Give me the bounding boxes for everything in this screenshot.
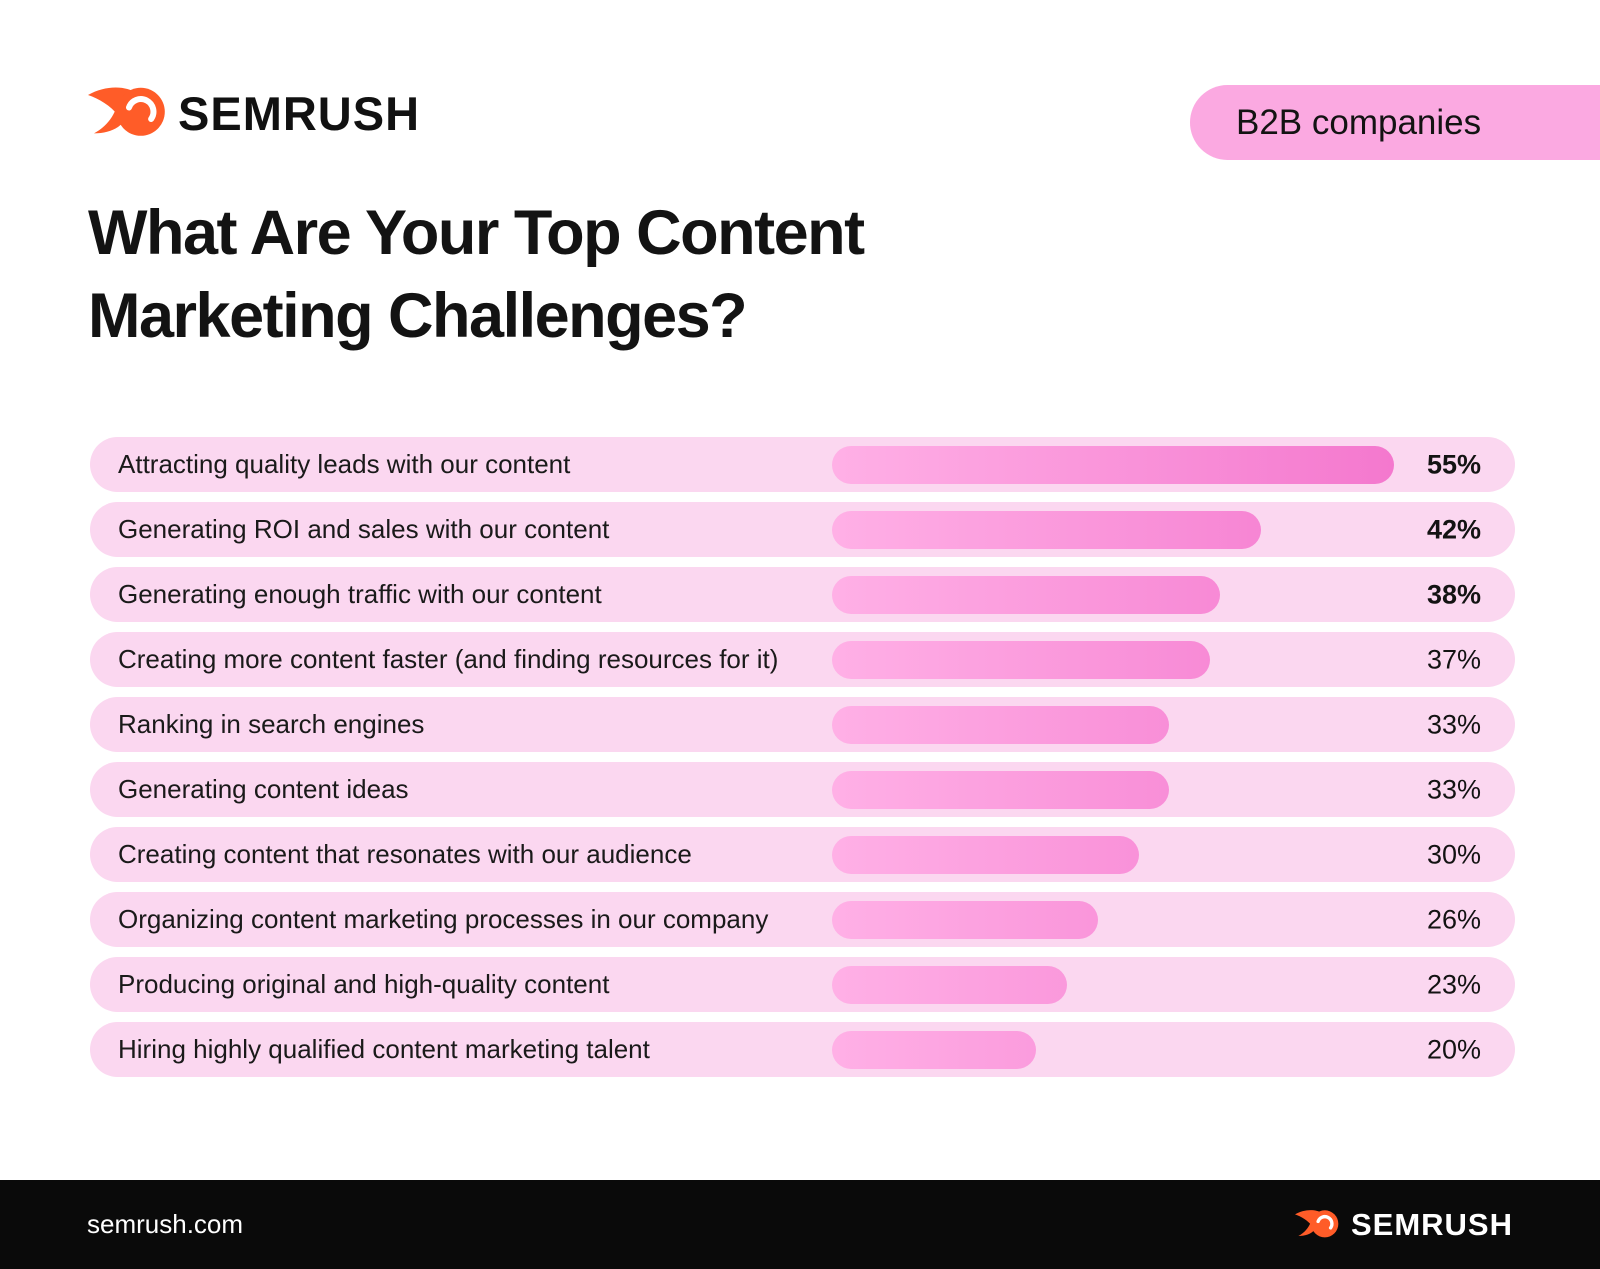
bar-gradient [832,510,1262,549]
footer-semrush-wordmark: SEMRUSH [1350,1207,1513,1242]
footer: semrush.com SEMRUSH [0,1180,1600,1269]
bar-gradient [832,445,1394,484]
bar-gradient [832,835,1139,874]
challenge-label: Attracting quality leads with our conten… [118,449,571,479]
chart-row: Hiring highly qualified content marketin… [90,1022,1515,1077]
value-label: 23% [1426,969,1481,999]
challenge-label: Hiring highly qualified content marketin… [118,1034,650,1064]
chart-row: Ranking in search engines 33% [90,697,1515,752]
challenge-label: Ranking in search engines [118,709,425,739]
bar-gradient [832,705,1170,744]
page-title: What Are Your Top Content Marketing Chal… [88,192,865,358]
chart-row: Creating content that resonates with our… [90,827,1515,882]
bar-fill [832,835,1139,874]
bar-gradient [832,770,1170,809]
bar-track [832,510,1394,549]
bar-track [832,965,1394,1004]
bar-fill [832,510,1262,549]
footer-url: semrush.com [87,1209,244,1239]
semrush-flame-icon [88,87,165,136]
bar-gradient [832,575,1221,614]
bar-fill [832,1030,1037,1069]
semrush-wordmark: SEMRUSH [178,86,421,140]
challenge-label: Producing original and high-quality cont… [118,969,610,999]
bar-track [832,835,1394,874]
bar-track [832,575,1394,614]
chart-row: Generating enough traffic with our conte… [90,567,1515,622]
page-title-line2: Marketing Challenges? [88,281,748,351]
challenge-label: Creating content that resonates with our… [118,839,692,869]
semrush-logo: SEMRUSH [88,82,420,144]
bar-track [832,900,1394,939]
challenge-label: Generating enough traffic with our conte… [118,579,602,609]
challenge-label: Generating content ideas [118,774,409,804]
bar-fill [832,900,1098,939]
chart-row: Organizing content marketing processes i… [90,892,1515,947]
bar-track [832,1030,1394,1069]
challenge-label: Generating ROI and sales with our conten… [118,514,610,544]
value-label: 38% [1426,579,1481,609]
value-label: 33% [1426,774,1481,804]
footer-semrush-flame-icon [1294,1210,1339,1238]
chart-row: Generating content ideas 33% [90,762,1515,817]
chart-row: Attracting quality leads with our conten… [90,437,1515,492]
chart-row: Producing original and high-quality cont… [90,957,1515,1012]
bar-track [832,770,1394,809]
bar-fill [832,965,1068,1004]
bar-chart: Attracting quality leads with our conten… [90,437,1515,1077]
value-label: 42% [1426,514,1481,544]
bar-fill [832,445,1394,484]
bar-gradient [832,965,1068,1004]
bar-track [832,445,1394,484]
challenge-label: Creating more content faster (and findin… [118,644,779,674]
bar-gradient [832,900,1098,939]
value-label: 26% [1426,904,1481,934]
bar-track [832,705,1394,744]
bar-fill [832,770,1170,809]
bar-track [832,640,1394,679]
bar-fill [832,575,1221,614]
chart-row: Creating more content faster (and findin… [90,632,1515,687]
bar-fill [832,640,1211,679]
value-label: 20% [1426,1034,1481,1064]
footer-semrush-logo: SEMRUSH [1294,1207,1513,1242]
challenge-label: Organizing content marketing processes i… [118,904,769,934]
value-label: 55% [1426,449,1481,479]
bar-fill [832,705,1170,744]
page-title-line1: What Are Your Top Content [88,198,865,268]
value-label: 37% [1426,644,1481,674]
value-label: 33% [1426,709,1481,739]
value-label: 30% [1426,839,1481,869]
chart-row: Generating ROI and sales with our conten… [90,502,1515,557]
bar-gradient [832,1030,1037,1069]
bar-gradient [832,640,1211,679]
audience-badge: B2B companies [1190,85,1600,160]
